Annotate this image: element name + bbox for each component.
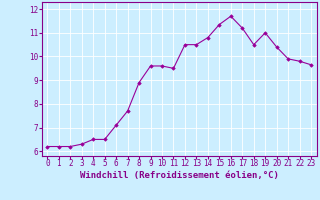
X-axis label: Windchill (Refroidissement éolien,°C): Windchill (Refroidissement éolien,°C)	[80, 171, 279, 180]
